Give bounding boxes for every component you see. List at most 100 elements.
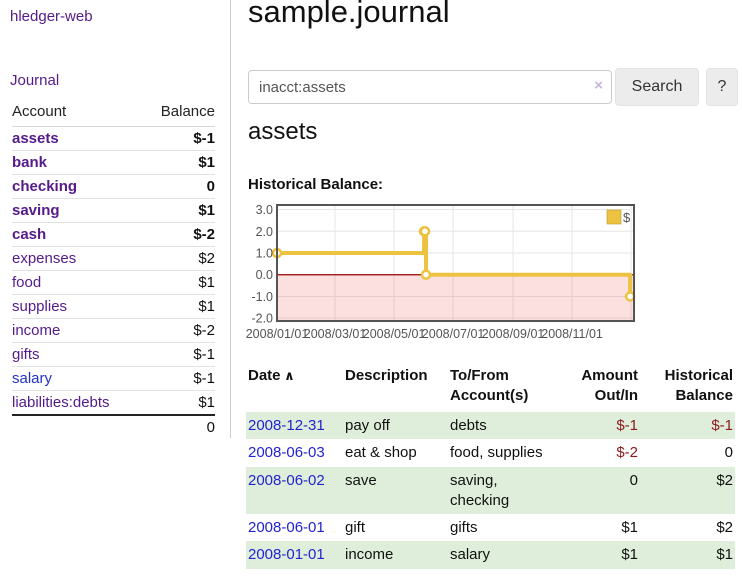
account-balance: $1 <box>142 150 215 175</box>
search-button[interactable]: Search <box>615 68 699 106</box>
app-title-link[interactable]: hledger-web <box>10 8 93 25</box>
chart-title: Historical Balance: <box>248 176 384 193</box>
account-row: supplies $1 <box>12 294 215 319</box>
transaction-accounts: debts <box>450 417 487 434</box>
column-header-label: Amount Out/In <box>581 367 638 404</box>
column-header-label: To/From Account(s) <box>450 367 529 404</box>
account-row: gifts $-1 <box>12 342 215 367</box>
account-balance: $-1 <box>142 342 215 367</box>
column-header-date[interactable]: Date ∧ <box>246 366 343 412</box>
account-balance: $2 <box>142 246 215 271</box>
accounts-header-balance: Balance <box>142 103 215 127</box>
search-input[interactable] <box>248 70 612 104</box>
transaction-description: save <box>345 471 377 489</box>
transaction-date: 2008-01-01 <box>246 541 343 568</box>
account-balance: $1 <box>142 294 215 319</box>
transaction-accounts: saving, checking <box>450 471 510 509</box>
transaction-date: 2008-06-01 <box>246 514 343 541</box>
svg-text:1.0: 1.0 <box>256 247 273 261</box>
column-header-label: Date <box>248 367 281 384</box>
transaction-date-link[interactable]: 2008-06-02 <box>248 471 325 489</box>
search-bar: × Search ? <box>248 68 742 106</box>
account-link[interactable]: salary <box>12 370 53 387</box>
accounts-total-row: 0 <box>12 414 215 439</box>
account-link[interactable]: income <box>12 322 61 339</box>
transaction-description: income <box>345 546 394 564</box>
accounts-table: Account Balance assets $-1 bank $1 checking 0… <box>12 103 215 439</box>
account-row: salary $-1 <box>12 366 215 391</box>
account-link[interactable]: bank <box>12 154 48 171</box>
svg-text:2008/05/01: 2008/05/01 <box>363 327 426 341</box>
account-balance: $-2 <box>142 222 215 247</box>
transaction-amount: $-1 <box>616 417 638 434</box>
account-row: checking 0 <box>12 174 215 199</box>
account-link[interactable]: cash <box>12 226 47 243</box>
transaction-row: 2008-12-31 pay off debts $-1 $-1 <box>246 412 735 440</box>
historical-balance-chart: $3.0 2.0 1.0 0.0 -1.0 -2.02008/01/012008/03/0… <box>246 203 636 341</box>
transaction-accounts: food, supplies <box>450 444 543 462</box>
account-link[interactable]: supplies <box>12 298 68 315</box>
accounts-total-value: 0 <box>142 414 215 439</box>
transaction-date-link[interactable]: 2008-06-03 <box>248 444 325 462</box>
svg-text:2008/01/01: 2008/01/01 <box>246 327 308 341</box>
transaction-row: 2008-01-01 income salary $1 $1 <box>246 541 735 569</box>
transaction-date-link[interactable]: 2008-01-01 <box>248 546 325 564</box>
transaction-row: 2008-06-02 save saving, checking 0 $2 <box>246 466 735 515</box>
svg-text:2.0: 2.0 <box>256 225 273 239</box>
account-balance: 0 <box>142 174 215 199</box>
nav-journal-link[interactable]: Journal <box>10 72 60 89</box>
column-header-historical-balance: Historical Balance <box>640 366 735 412</box>
account-link[interactable]: saving <box>12 202 60 219</box>
account-heading: assets <box>248 118 318 145</box>
svg-text:2008/11/01: 2008/11/01 <box>541 327 603 341</box>
account-row: saving $1 <box>12 198 215 223</box>
account-row: income $-2 <box>12 318 215 343</box>
transaction-balance: $1 <box>716 546 733 564</box>
account-row: food $1 <box>12 270 215 295</box>
transaction-balance: $-1 <box>711 417 733 434</box>
account-balance: $-2 <box>142 318 215 343</box>
svg-text:-1.0: -1.0 <box>251 290 273 304</box>
transaction-amount: 0 <box>629 471 638 489</box>
accounts-header-account: Account <box>12 103 143 127</box>
account-link[interactable]: food <box>12 274 42 291</box>
page-title: sample.journal <box>248 0 450 29</box>
account-row: cash $-2 <box>12 222 215 247</box>
account-link[interactable]: liabilities:debts <box>12 394 110 411</box>
account-balance: $1 <box>142 198 215 223</box>
account-link[interactable]: checking <box>12 178 78 195</box>
transaction-description: eat & shop <box>345 444 417 462</box>
account-balance: $-1 <box>142 126 215 151</box>
sidebar: hledger-web Journal Account Balance asse… <box>0 0 231 439</box>
transaction-amount: $1 <box>621 519 638 536</box>
transaction-row: 2008-06-03 eat & shop food, supplies $-2 0 <box>246 439 735 466</box>
account-row: liabilities:debts $1 <box>12 391 215 416</box>
column-header-description: Description <box>343 366 448 412</box>
svg-text:2008/09/01: 2008/09/01 <box>482 327 545 341</box>
register-header-row: Date ∧ Description To/From Account(s) Amoun… <box>246 366 735 412</box>
account-row: assets $-1 <box>12 126 215 151</box>
transaction-amount: $1 <box>621 546 638 564</box>
transaction-balance: $2 <box>716 519 733 536</box>
svg-text:0.0: 0.0 <box>256 268 273 282</box>
transaction-accounts: salary <box>450 546 491 564</box>
account-link[interactable]: expenses <box>12 250 77 267</box>
column-header-to-from-account-s-: To/From Account(s) <box>448 366 560 412</box>
account-row: bank $1 <box>12 150 215 175</box>
clear-search-icon[interactable]: × <box>594 77 603 94</box>
svg-text:3.0: 3.0 <box>256 203 273 217</box>
svg-text:-2.0: -2.0 <box>251 312 273 326</box>
transaction-date-link[interactable]: 2008-06-01 <box>248 519 325 536</box>
account-row: expenses $2 <box>12 246 215 271</box>
transaction-date-link[interactable]: 2008-12-31 <box>248 417 325 434</box>
account-balance: $-1 <box>142 366 215 391</box>
main-content: sample.journal × Search ? assets Histori… <box>246 0 742 582</box>
transaction-balance: $2 <box>716 471 733 489</box>
account-balance: $1 <box>142 270 215 295</box>
help-button[interactable]: ? <box>706 68 738 106</box>
column-header-label: Description <box>345 367 428 384</box>
transaction-amount: $-2 <box>616 444 638 462</box>
account-link[interactable]: assets <box>12 130 59 147</box>
account-link[interactable]: gifts <box>12 346 40 363</box>
transaction-date: 2008-06-02 <box>246 467 343 515</box>
